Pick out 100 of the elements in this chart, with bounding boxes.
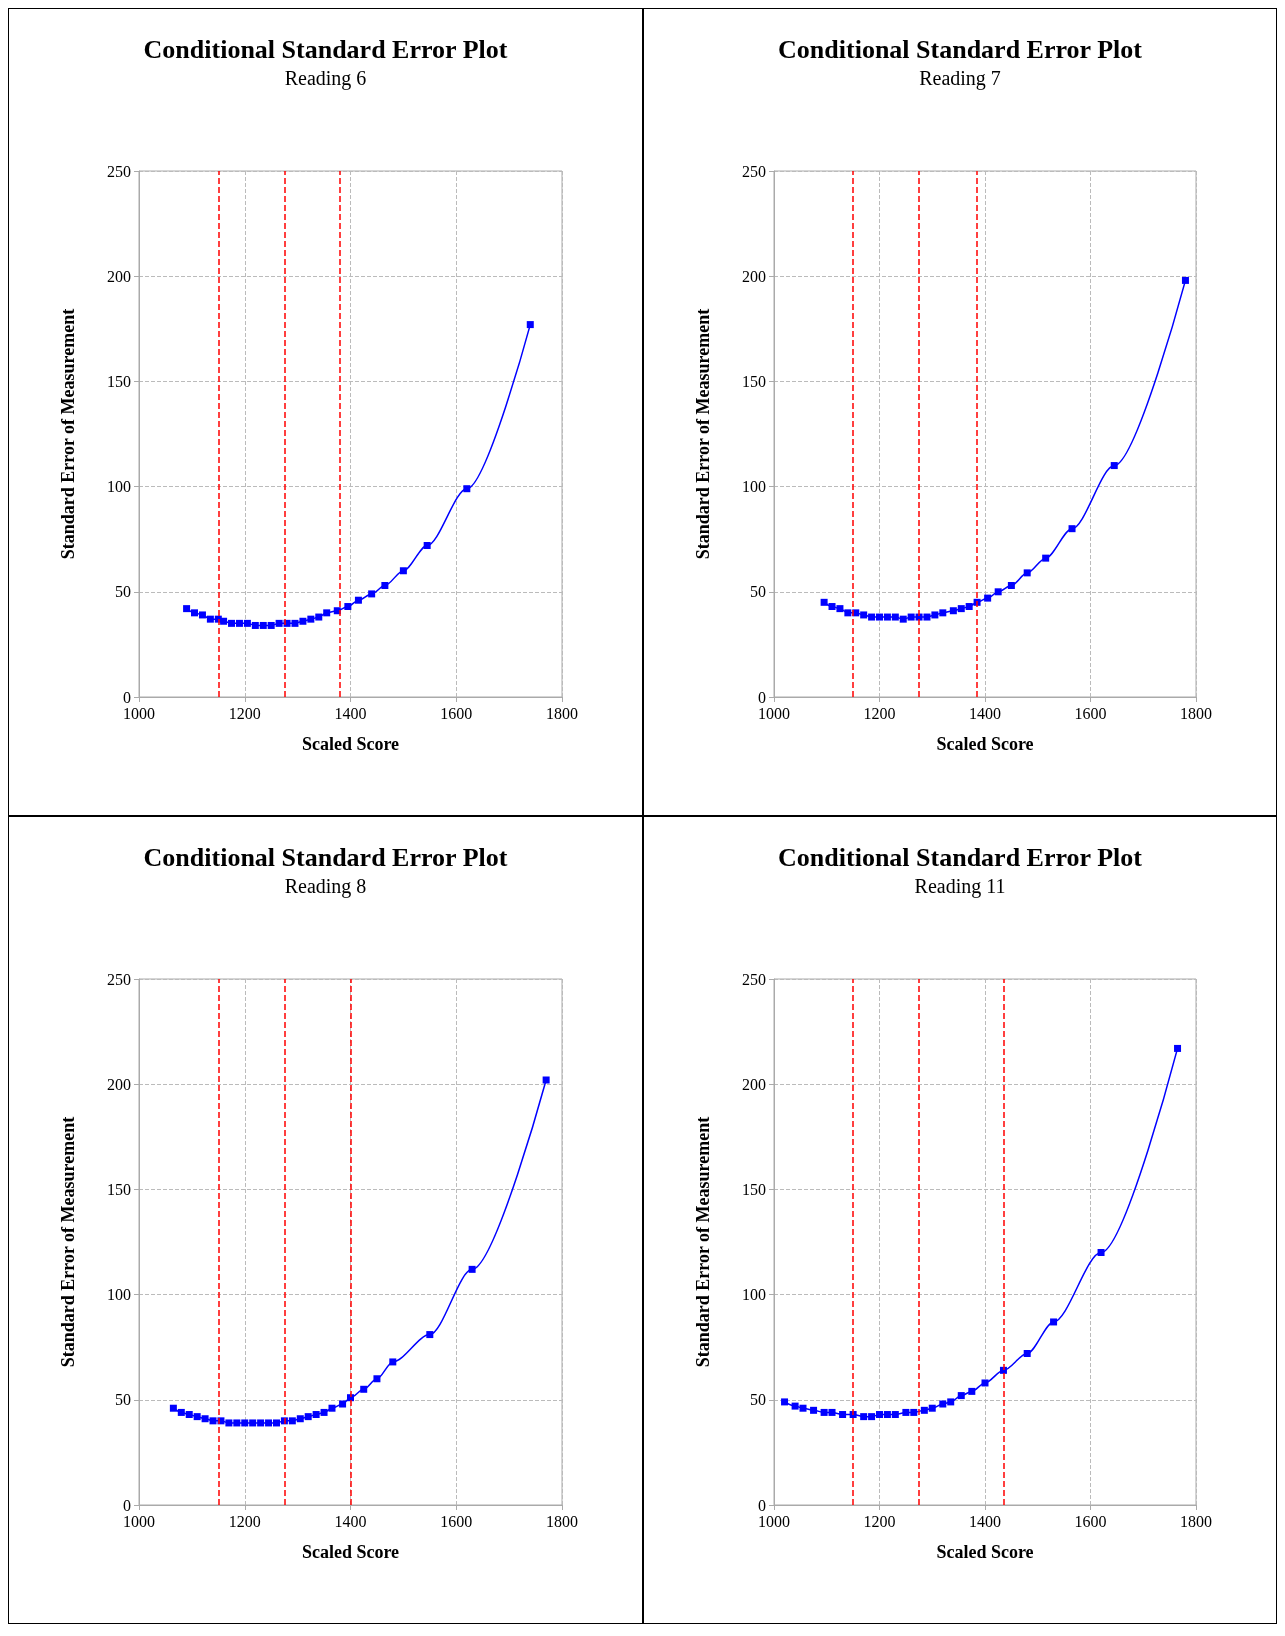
point [820,598,828,606]
chart-subtitle: Reading 8 [284,875,367,898]
point [373,1375,381,1383]
point [799,1404,807,1412]
point [542,1076,550,1084]
point [891,1411,899,1419]
y-tick-label: 250 [742,162,766,180]
point [193,1413,201,1421]
point [868,1413,876,1421]
point [267,621,275,629]
point [169,1404,177,1412]
x-tick-label: 1400 [969,1512,1001,1530]
y-tick-label: 0 [758,688,766,706]
point [836,605,844,613]
point [423,542,431,550]
y-tick-label: 150 [742,372,766,390]
x-axis-title: Scaled Score [936,1542,1034,1562]
point [354,596,362,604]
point [931,611,939,619]
point [1042,554,1050,562]
point [844,609,852,617]
x-tick-label: 1200 [863,1512,896,1530]
x-tick-label: 1200 [863,704,896,722]
point [968,1387,976,1395]
point [1050,1318,1058,1326]
y-tick-label: 150 [742,1180,766,1198]
point [183,605,191,613]
point [810,1406,818,1414]
point [860,611,868,619]
point [463,485,471,493]
point [296,1415,304,1423]
y-axis-title: Standard Error of Measurement [693,308,713,560]
point [939,1400,947,1408]
point [339,1400,347,1408]
y-axis-title: Standard Error of Measurement [58,308,78,560]
point [891,613,899,621]
point [304,1413,312,1421]
point [323,609,331,617]
y-tick-label: 100 [742,478,766,496]
y-axis-title: Standard Error of Measurement [693,1116,713,1368]
x-tick-label: 1400 [969,704,1001,722]
point [201,1415,209,1423]
point [1023,1350,1031,1358]
point [839,1411,847,1419]
point [1023,569,1031,577]
y-tick-label: 200 [107,1075,131,1093]
point [907,613,915,621]
point [249,1419,257,1427]
point [243,619,251,627]
point [198,611,206,619]
point [320,1408,328,1416]
point [902,1408,910,1416]
point [328,1404,336,1412]
point [928,1404,936,1412]
x-tick-label: 1800 [1180,1512,1212,1530]
x-tick-label: 1000 [123,1512,155,1530]
point [228,619,236,627]
point [241,1419,249,1427]
point [177,1408,185,1416]
chart-subtitle: Reading 11 [914,875,1006,898]
point [389,1358,397,1366]
point [1174,1044,1182,1052]
y-tick-label: 50 [115,1391,131,1409]
y-tick-label: 100 [107,478,131,496]
point [868,613,876,621]
y-axis-title: Standard Error of Measurement [58,1116,78,1368]
point [251,621,259,629]
x-tick-label: 1800 [546,1512,578,1530]
point [272,1419,280,1427]
x-tick-label: 1600 [440,1512,473,1530]
point [1181,276,1189,284]
x-tick-label: 1800 [546,704,578,722]
x-axis-title: Scaled Score [301,734,400,754]
point [1068,525,1076,533]
point [781,1398,789,1406]
point [923,613,931,621]
y-tick-label: 200 [107,267,131,285]
point [426,1331,434,1339]
point [275,619,283,627]
point [883,613,891,621]
point [820,1408,828,1416]
point [920,1406,928,1414]
x-tick-label: 1600 [1074,704,1107,722]
y-tick-label: 100 [107,1286,131,1304]
chart-title: Conditional Standard Error Plot [778,842,1143,872]
point [257,1419,265,1427]
point [876,613,883,621]
point [259,621,267,629]
y-tick-label: 250 [107,970,131,988]
point [381,581,389,589]
point [947,1398,955,1406]
y-tick-label: 0 [123,688,131,706]
chart-title: Conditional Standard Error Plot [778,34,1143,64]
chart-subtitle: Reading 7 [919,67,1001,90]
point [291,619,299,627]
x-tick-label: 1800 [1180,704,1212,722]
x-tick-label: 1600 [1074,1512,1107,1530]
y-tick-label: 50 [115,583,131,601]
point [185,1411,193,1419]
y-tick-label: 250 [742,970,766,988]
